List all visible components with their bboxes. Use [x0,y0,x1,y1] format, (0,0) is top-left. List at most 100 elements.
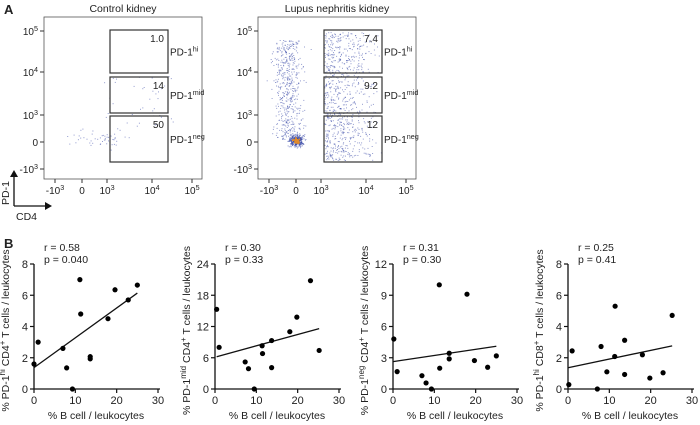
flow-event-dot [339,46,341,48]
flow-event-dot [332,37,334,39]
y-tick-label-exp: 4 [34,65,38,74]
flow-event-dot [338,113,340,115]
flow-event-dot [328,70,330,71]
p-value: p = 0.30 [403,254,441,266]
flow-event-dot [304,134,306,136]
y-tick-label: 2 [556,353,562,365]
flow-event-dot [277,72,278,74]
flow-event-dot [339,37,341,39]
flow-event-dot [128,137,130,139]
panel-a-label: A [4,2,14,17]
flow-event-dot [276,107,278,109]
flow-event-dot [350,48,351,50]
flow-event-dot [358,83,360,84]
flow-event-dot [292,111,294,113]
flow-event-dot [341,139,343,141]
flow-event-dot [340,56,341,57]
flow-event-dot [329,141,331,143]
data-point [419,373,425,379]
flow-event-dot [333,93,335,95]
flow-event-dot [344,97,346,98]
flow-event-dot [357,40,359,42]
flow-event-dot [335,152,337,153]
flow-event-dot [328,156,330,158]
flow-event-dot [329,38,331,40]
y-label-prefix: % PD-1 [181,379,193,415]
flow-event-dot [340,118,342,120]
gate-mid [323,76,383,114]
flow-event-dot [327,133,329,135]
y-label-suffix: T cells / leukocytes [359,246,371,337]
y-tick-label: -103 [20,162,38,176]
flow-event-dot [289,140,291,142]
gate-percentage: 12 [367,120,379,131]
flow-event-dot [293,45,295,47]
flow-event-dot [358,149,360,151]
flow-event-dot [353,155,355,157]
flow-event-dot [290,101,292,103]
flow-event-dot [324,44,326,46]
flow-event-dot [284,134,286,136]
flow-event-dot [334,135,336,137]
flow-event-dot [286,97,288,99]
flow-event-dot [347,153,349,155]
flow-event-dot [358,116,360,118]
flow-event-dot [296,137,298,139]
flow-event-dot [343,124,345,126]
y-tick-label-base: 0 [32,138,38,149]
flow-event-dot [341,147,343,149]
y-tick-label: 104 [237,65,252,79]
flow-event-dot [342,52,344,54]
flow-event-dot [284,124,286,126]
flow-event-dot [279,97,281,99]
flow-event-dot [340,87,342,89]
flow-event-dot [343,142,345,144]
flow-event-dot [325,85,327,87]
flow-event-dot [340,108,342,110]
flow-event-dot [380,152,382,154]
flow-event-dot [360,135,362,137]
flow-event-dot [350,116,352,118]
flow-event-dot [301,68,303,70]
flow-event-dot [354,52,356,54]
flow-event-dot [104,137,106,139]
flow-event-dot [297,52,299,54]
flow-event-dot [333,159,335,161]
flow-event-dot [326,155,328,157]
flow-event-dot [337,40,339,42]
flow-event-dot [331,40,333,42]
flow-event-dot [299,135,301,137]
flow-event-dot [348,48,350,49]
y-tick-label: -103 [234,162,252,176]
flow-event-dot [279,99,281,101]
flow-event-dot [338,71,340,73]
flow-event-dot [361,54,363,56]
flow-event-dot [353,60,355,62]
flow-event-dot [284,62,286,64]
flow-event-dot [281,117,282,119]
x-tick-label-base: 10 [398,186,410,197]
y-tick-label-exp: 4 [248,65,252,74]
p-value: p = 0.33 [225,254,263,266]
flow-event-dot [287,116,289,118]
flow-event-dot [373,49,375,51]
flow-event-dot [297,93,299,95]
flow-event-dot [289,131,291,133]
flow-event-dot [334,127,336,129]
p-value: p = 0.41 [578,254,616,266]
flow-event-dot [363,59,365,61]
flow-event-dot [362,147,364,149]
flow-event-dot [352,156,354,158]
flow-event-dot [359,111,361,113]
flow-event-dot [329,83,330,84]
flow-event-dot [284,49,286,51]
flow-event-dot [281,47,283,49]
flow-event-dot [291,106,293,107]
flow-event-dot [335,110,337,112]
flow-event-dot [324,53,326,54]
flow-event-dot [333,53,335,55]
y-tick-label: 18 [197,290,209,302]
flow-event-dot [292,136,294,138]
flow-event-dot [338,58,340,60]
